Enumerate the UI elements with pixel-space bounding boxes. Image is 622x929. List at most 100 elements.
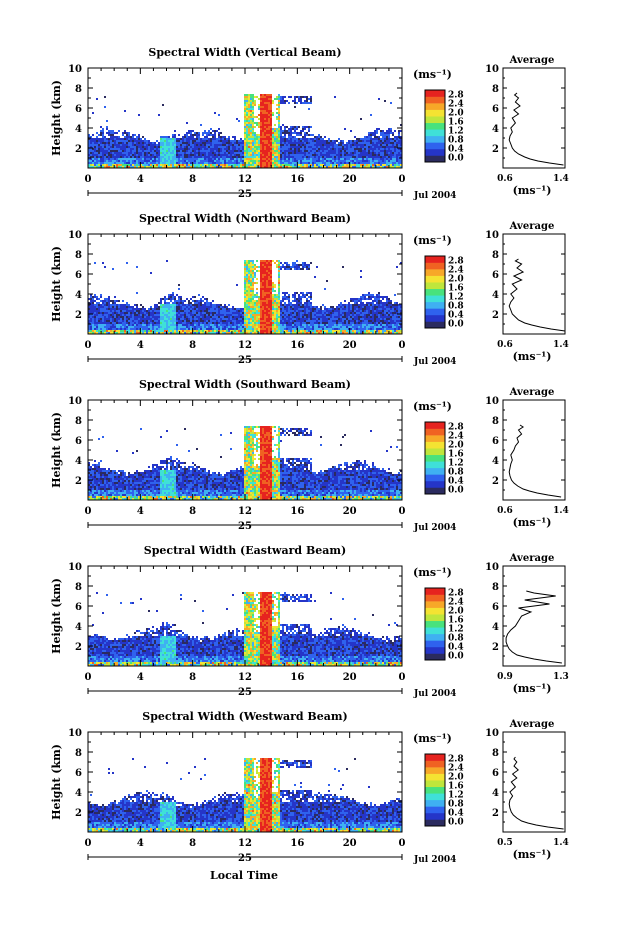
heatmap-cell [184,320,186,322]
heatmap-cell [256,136,258,138]
heatmap-cell [282,130,284,132]
heatmap-cell [294,158,296,160]
heatmap-cell [238,316,240,318]
heatmap-cell [306,156,308,158]
heatmap-cell [262,288,264,290]
heatmap-cell [172,142,174,144]
heatmap-cell [206,328,208,330]
heatmap-cell [196,330,198,332]
heatmap-cell [300,150,302,152]
heatmap-cell [356,158,358,160]
heatmap-cell [120,330,122,332]
heatmap-cell [192,306,194,308]
heatmap-cell [172,312,174,314]
heatmap-cell [132,136,134,138]
heatmap-cell [374,154,376,156]
heatmap-cell [130,306,132,308]
heatmap-cell [210,154,212,156]
heatmap-cell [184,138,186,140]
heatmap-cell [138,164,140,166]
heatmap-cell [198,156,200,158]
heatmap-cell [210,152,212,154]
heatmap-cell [152,324,154,326]
heatmap-cell [106,156,108,158]
heatmap-cell [358,152,360,154]
heatmap-cell [244,96,246,98]
heatmap-cell [252,278,254,280]
heatmap-cell [388,130,390,132]
heatmap-cell [144,316,146,318]
heatmap-cell [198,162,200,164]
heatmap-cell [128,314,130,316]
heatmap-cell [244,320,246,322]
heatmap-cell [260,146,262,148]
heatmap-cell [168,316,170,318]
heatmap-cell [102,324,104,326]
heatmap-cell [298,144,300,146]
heatmap-cell [156,164,158,166]
heatmap-cell [248,264,250,266]
heatmap-cell [108,314,110,316]
heatmap-cell [268,144,270,146]
heatmap-cell [186,310,188,312]
heatmap-cell [118,138,120,140]
heatmap-cell [252,112,254,114]
heatmap-cell [210,312,212,314]
heatmap-cell [258,324,260,326]
heatmap-cell [154,152,156,154]
heatmap-cell [372,142,374,144]
heatmap-cell [298,164,300,166]
heatmap-cell [142,320,144,322]
heatmap-cell [104,152,106,154]
heatmap-cell [212,154,214,156]
heatmap-cell [278,284,280,286]
heatmap-cell [366,138,368,140]
heatmap-cell [180,154,182,156]
heatmap-cell [378,152,380,154]
heatmap-cell [320,160,322,162]
heatmap-cell [118,142,120,144]
heatmap-cell [268,288,270,290]
heatmap-cell [302,154,304,156]
heatmap-cell [262,128,264,130]
heatmap-cell [132,148,134,150]
heatmap-cell [244,114,246,116]
heatmap-cell [96,330,98,332]
heatmap-cell [260,106,262,108]
heatmap-cell [262,140,264,142]
heatmap-cell [340,140,342,142]
heatmap-cell [282,140,284,142]
heatmap-cell [392,144,394,146]
heatmap-cell [244,312,246,314]
heatmap-cell [268,296,270,298]
heatmap-cell [244,264,246,266]
heatmap-cell [128,136,130,138]
heatmap-cell [164,324,166,326]
heatmap-cell [262,104,264,106]
heatmap-cell [228,162,230,164]
heatmap-cell [342,140,344,142]
heatmap-cell [230,316,232,318]
heatmap-cell [216,160,218,162]
heatmap-cell [260,96,262,98]
heatmap-cell [114,152,116,154]
heatmap-cell [316,142,318,144]
heatmap-cell [388,152,390,154]
heatmap-cell [308,164,310,166]
heatmap-cell [398,130,400,132]
heatmap-cell [342,156,344,158]
heatmap-cell [224,146,226,148]
heatmap-cell [204,314,206,316]
heatmap-cell [268,96,270,98]
heatmap-cell [178,312,180,314]
heatmap-cell [172,152,174,154]
heatmap-cell [250,142,252,144]
heatmap-cell [236,154,238,156]
heatmap-cell [248,328,250,330]
heatmap-cell [142,140,144,142]
heatmap-cell [124,316,126,318]
heatmap-cell [254,264,256,266]
heatmap-cell [216,306,218,308]
heatmap-cell [260,124,262,126]
heatmap-cell [96,132,98,134]
